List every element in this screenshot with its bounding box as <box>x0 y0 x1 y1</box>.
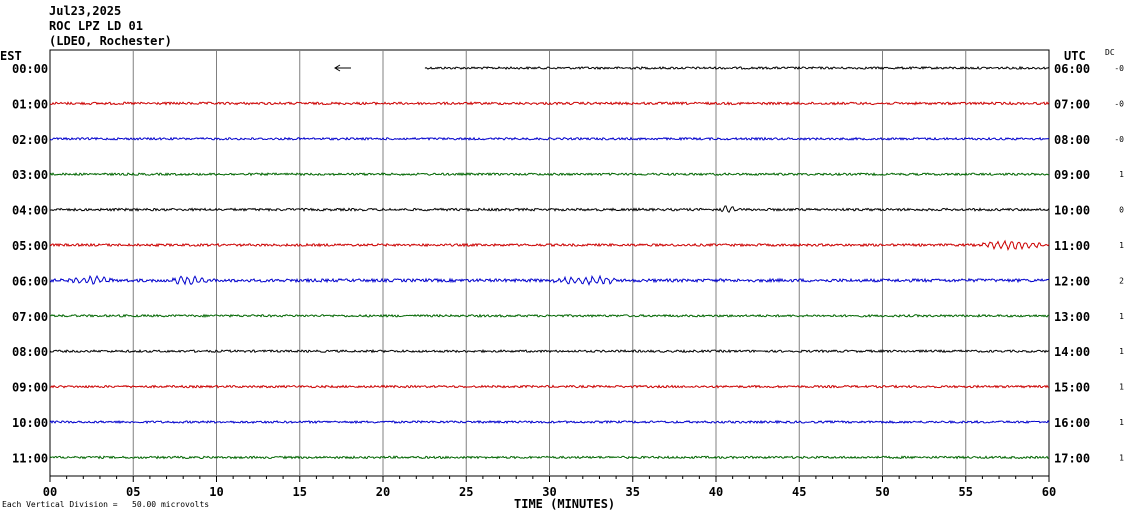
row-left-time: 11:00 <box>12 451 48 465</box>
left-timezone-label: EST <box>0 49 22 63</box>
trace-line <box>49 419 1050 425</box>
x-tick-label: 35 <box>626 485 640 499</box>
row-dc-value: 1 <box>1119 241 1124 250</box>
row-right-time: 14:00 <box>1054 345 1090 359</box>
x-tick-label: 50 <box>875 485 889 499</box>
row-right-time: 13:00 <box>1054 310 1090 324</box>
row-dc-value: 1 <box>1119 347 1124 356</box>
x-tick-label: 40 <box>709 485 723 499</box>
network-label: (LDEO, Rochester) <box>49 34 172 48</box>
row-dc-value: -0 <box>1114 64 1124 73</box>
row-dc-value: -0 <box>1114 135 1124 144</box>
x-axis-label: TIME (MINUTES) <box>514 497 616 511</box>
row-right-time: 17:00 <box>1054 451 1090 465</box>
row-right-time: 15:00 <box>1054 381 1090 395</box>
start-marker-arrow <box>334 64 341 72</box>
x-tick-label: 05 <box>126 485 140 499</box>
row-dc-value: 0 <box>1119 206 1124 215</box>
dc-label: DC <box>1105 48 1115 57</box>
row-left-time: 06:00 <box>12 274 48 288</box>
x-tick-label: 30 <box>542 485 556 499</box>
row-left-time: 07:00 <box>12 310 48 324</box>
row-right-time: 06:00 <box>1054 62 1090 76</box>
row-left-time: 10:00 <box>12 416 48 430</box>
row-dc-value: 1 <box>1119 312 1124 321</box>
trace-line <box>49 136 1050 141</box>
x-tick-label: 55 <box>959 485 973 499</box>
row-dc-value: 1 <box>1119 453 1124 462</box>
row-left-time: 08:00 <box>12 345 48 359</box>
row-left-time: 09:00 <box>12 381 48 395</box>
trace-line <box>49 313 1050 318</box>
row-right-time: 08:00 <box>1054 133 1090 147</box>
row-right-time: 07:00 <box>1054 97 1090 111</box>
row-left-time: 03:00 <box>12 168 48 182</box>
x-tick-label: 10 <box>209 485 223 499</box>
x-tick-label: 20 <box>376 485 390 499</box>
trace-line <box>49 274 1050 287</box>
row-dc-value: -0 <box>1114 99 1124 108</box>
x-tick-label: 60 <box>1042 485 1056 499</box>
scale-note: Each Vertical Division = 50.00 microvolt… <box>2 500 210 509</box>
x-tick-label: 00 <box>43 485 57 499</box>
row-right-time: 09:00 <box>1054 168 1090 182</box>
row-left-time: 05:00 <box>12 239 48 253</box>
date-label: Jul23,2025 <box>49 4 122 18</box>
row-dc-value: 1 <box>1119 170 1124 179</box>
x-tick-label: 45 <box>792 485 806 499</box>
row-right-time: 10:00 <box>1054 204 1090 218</box>
row-left-time: 04:00 <box>12 204 48 218</box>
row-dc-value: 1 <box>1119 383 1124 392</box>
row-dc-value: 2 <box>1119 276 1124 285</box>
station-label: ROC LPZ LD 01 <box>49 19 143 33</box>
trace-line <box>49 239 1050 252</box>
row-dc-value: 1 <box>1119 418 1124 427</box>
trace-line <box>49 455 1050 460</box>
row-left-time: 00:00 <box>12 62 48 76</box>
x-tick-label: 15 <box>293 485 307 499</box>
trace-line <box>49 348 1050 354</box>
row-right-time: 16:00 <box>1054 416 1090 430</box>
row-left-time: 02:00 <box>12 133 48 147</box>
row-right-time: 12:00 <box>1054 274 1090 288</box>
trace-line <box>49 384 1050 389</box>
trace-line <box>49 205 1050 214</box>
row-left-time: 01:00 <box>12 97 48 111</box>
right-timezone-label: UTC <box>1064 49 1086 63</box>
trace-line <box>49 101 1050 106</box>
x-tick-label: 25 <box>459 485 473 499</box>
trace-line <box>424 65 1050 71</box>
trace-line <box>49 172 1050 177</box>
row-right-time: 11:00 <box>1054 239 1090 253</box>
